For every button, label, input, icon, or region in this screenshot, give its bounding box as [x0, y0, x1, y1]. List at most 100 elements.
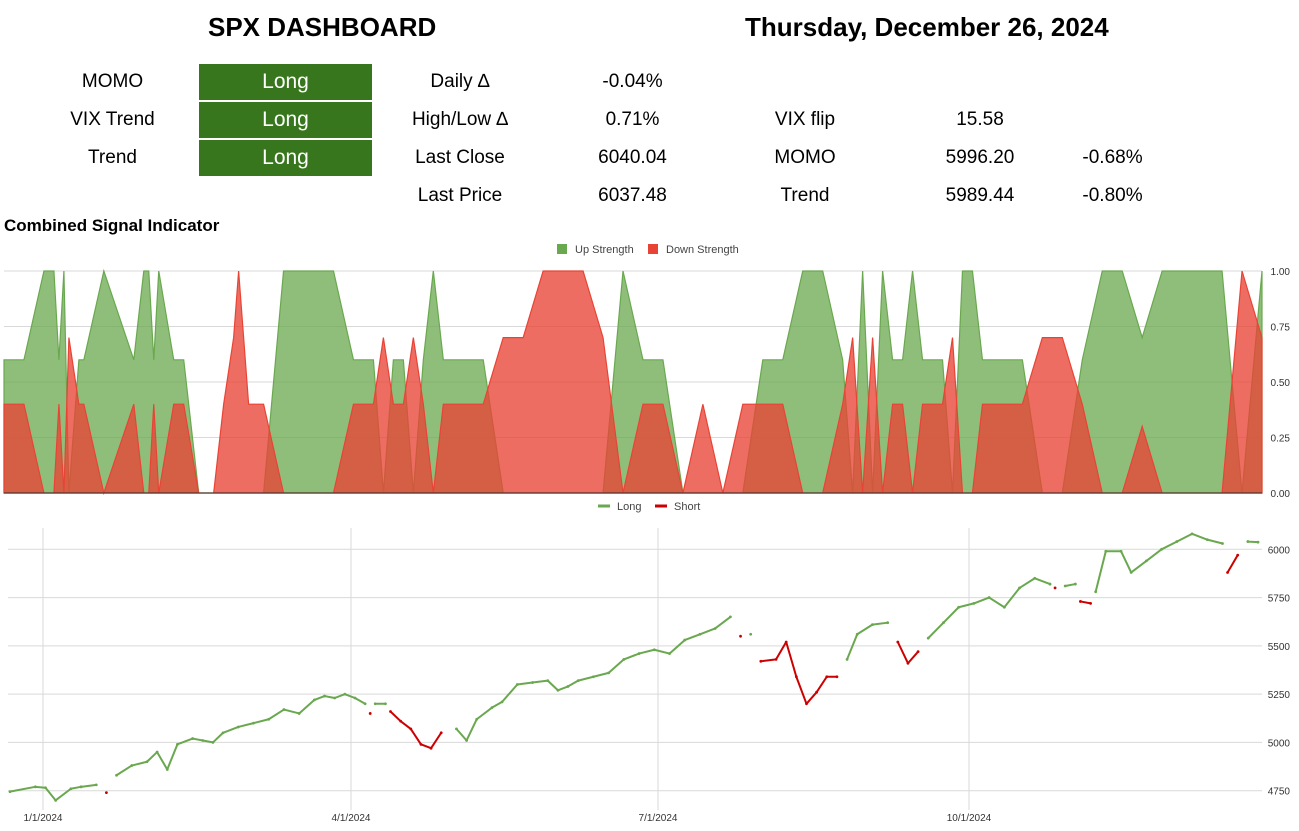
x-tick-label: 7/1/2024 [639, 813, 678, 824]
y-tick-label: 0.25 [1271, 434, 1291, 445]
price-point [805, 702, 808, 706]
price-point [236, 725, 240, 729]
price-segment [1018, 577, 1036, 589]
price-segment [69, 785, 83, 790]
price-point [353, 696, 357, 700]
level-pct: -0.80% [1082, 185, 1143, 206]
y-tick-label: 0.75 [1271, 323, 1291, 334]
price-point [475, 717, 479, 721]
price-point [637, 652, 641, 655]
price-point [896, 640, 900, 644]
signal-label: Trend [88, 147, 137, 168]
price-segment [785, 641, 798, 678]
price-segment [805, 691, 818, 705]
x-tick-label: 1/1/2024 [24, 813, 63, 824]
price-segment [972, 596, 991, 605]
price-point [1236, 553, 1240, 557]
price-segment [343, 693, 356, 699]
price-segment [1079, 600, 1092, 605]
stat-label: Last Price [417, 185, 503, 206]
price-point [1002, 605, 1006, 609]
price-point [389, 710, 392, 713]
price-point [145, 760, 149, 764]
y-tick-label: 6000 [1268, 545, 1291, 556]
price-segment [1033, 577, 1051, 586]
price-segment [222, 725, 240, 734]
price-segment [237, 722, 255, 728]
price-point [1063, 584, 1067, 588]
price-segment [759, 658, 778, 663]
price-segment [1003, 586, 1021, 609]
price-segment [653, 648, 671, 655]
price-point [155, 750, 159, 754]
price-segment [775, 641, 788, 661]
price-point [1175, 540, 1179, 543]
price-point [566, 685, 570, 688]
price-segment [1130, 559, 1148, 574]
price-segment [282, 708, 301, 715]
stat-label: Daily ∆ [430, 71, 490, 92]
legend-label: Up Strength [575, 244, 634, 256]
price-segment [1191, 532, 1209, 541]
price-segment [846, 633, 859, 661]
y-tick-label: 5000 [1268, 738, 1291, 749]
price-segment [1120, 550, 1133, 574]
legend-label: Down Strength [666, 244, 739, 256]
y-tick-label: 4750 [1268, 787, 1291, 798]
price-point [855, 632, 859, 636]
price-segment [1206, 538, 1224, 545]
price-point [115, 773, 118, 777]
price-point [33, 785, 37, 789]
price-point [455, 727, 458, 731]
price-point [297, 712, 301, 715]
level-label: MOMO [774, 147, 836, 168]
price-point [794, 675, 798, 679]
price-segment [1246, 540, 1259, 544]
level-value: 15.58 [956, 109, 1004, 130]
price-segment [252, 718, 270, 725]
signal-area-chart: Up Strength Down Strength 0.00 0.25 0.50 0.75… [3, 244, 1291, 500]
price-point [211, 741, 215, 744]
price-segment [1160, 540, 1178, 551]
signal-label: MOMO [81, 71, 144, 92]
price-segment [896, 641, 909, 665]
price-segment [1064, 583, 1077, 587]
price-point [104, 791, 108, 795]
legend-swatch [648, 244, 658, 254]
price-point [774, 657, 778, 661]
price-point [546, 679, 550, 683]
signal-value-badge: Long [199, 64, 372, 100]
price-segment [455, 727, 468, 742]
price-point [916, 650, 920, 654]
price-segment [942, 606, 960, 624]
price-segment [211, 731, 225, 744]
price-point [363, 702, 367, 706]
price-point [176, 742, 179, 746]
price-point [1089, 601, 1092, 605]
price-point [165, 768, 169, 771]
y-tick-label: 5250 [1268, 690, 1291, 701]
price-point [1221, 542, 1224, 545]
y-tick-label: 5500 [1268, 642, 1291, 653]
price-point [343, 692, 347, 696]
price-point [221, 731, 225, 735]
price-point [312, 698, 316, 702]
price-point [490, 706, 494, 710]
price-point [987, 596, 991, 599]
price-segment [80, 783, 98, 788]
price-segment [501, 683, 519, 703]
price-segment [1175, 532, 1194, 543]
price-point [713, 627, 717, 630]
price-point [409, 727, 413, 731]
price-point [1144, 559, 1148, 563]
stat-label: Last Close [415, 147, 505, 168]
price-segment [115, 764, 133, 777]
price-segment [683, 633, 701, 642]
y-tick-label: 0.00 [1271, 489, 1291, 500]
price-segment [267, 708, 285, 721]
y-tick-label: 0.50 [1271, 378, 1291, 389]
price-segment [323, 695, 336, 699]
level-label: VIX flip [774, 109, 836, 130]
price-point [1160, 547, 1164, 551]
price-point [784, 640, 788, 644]
